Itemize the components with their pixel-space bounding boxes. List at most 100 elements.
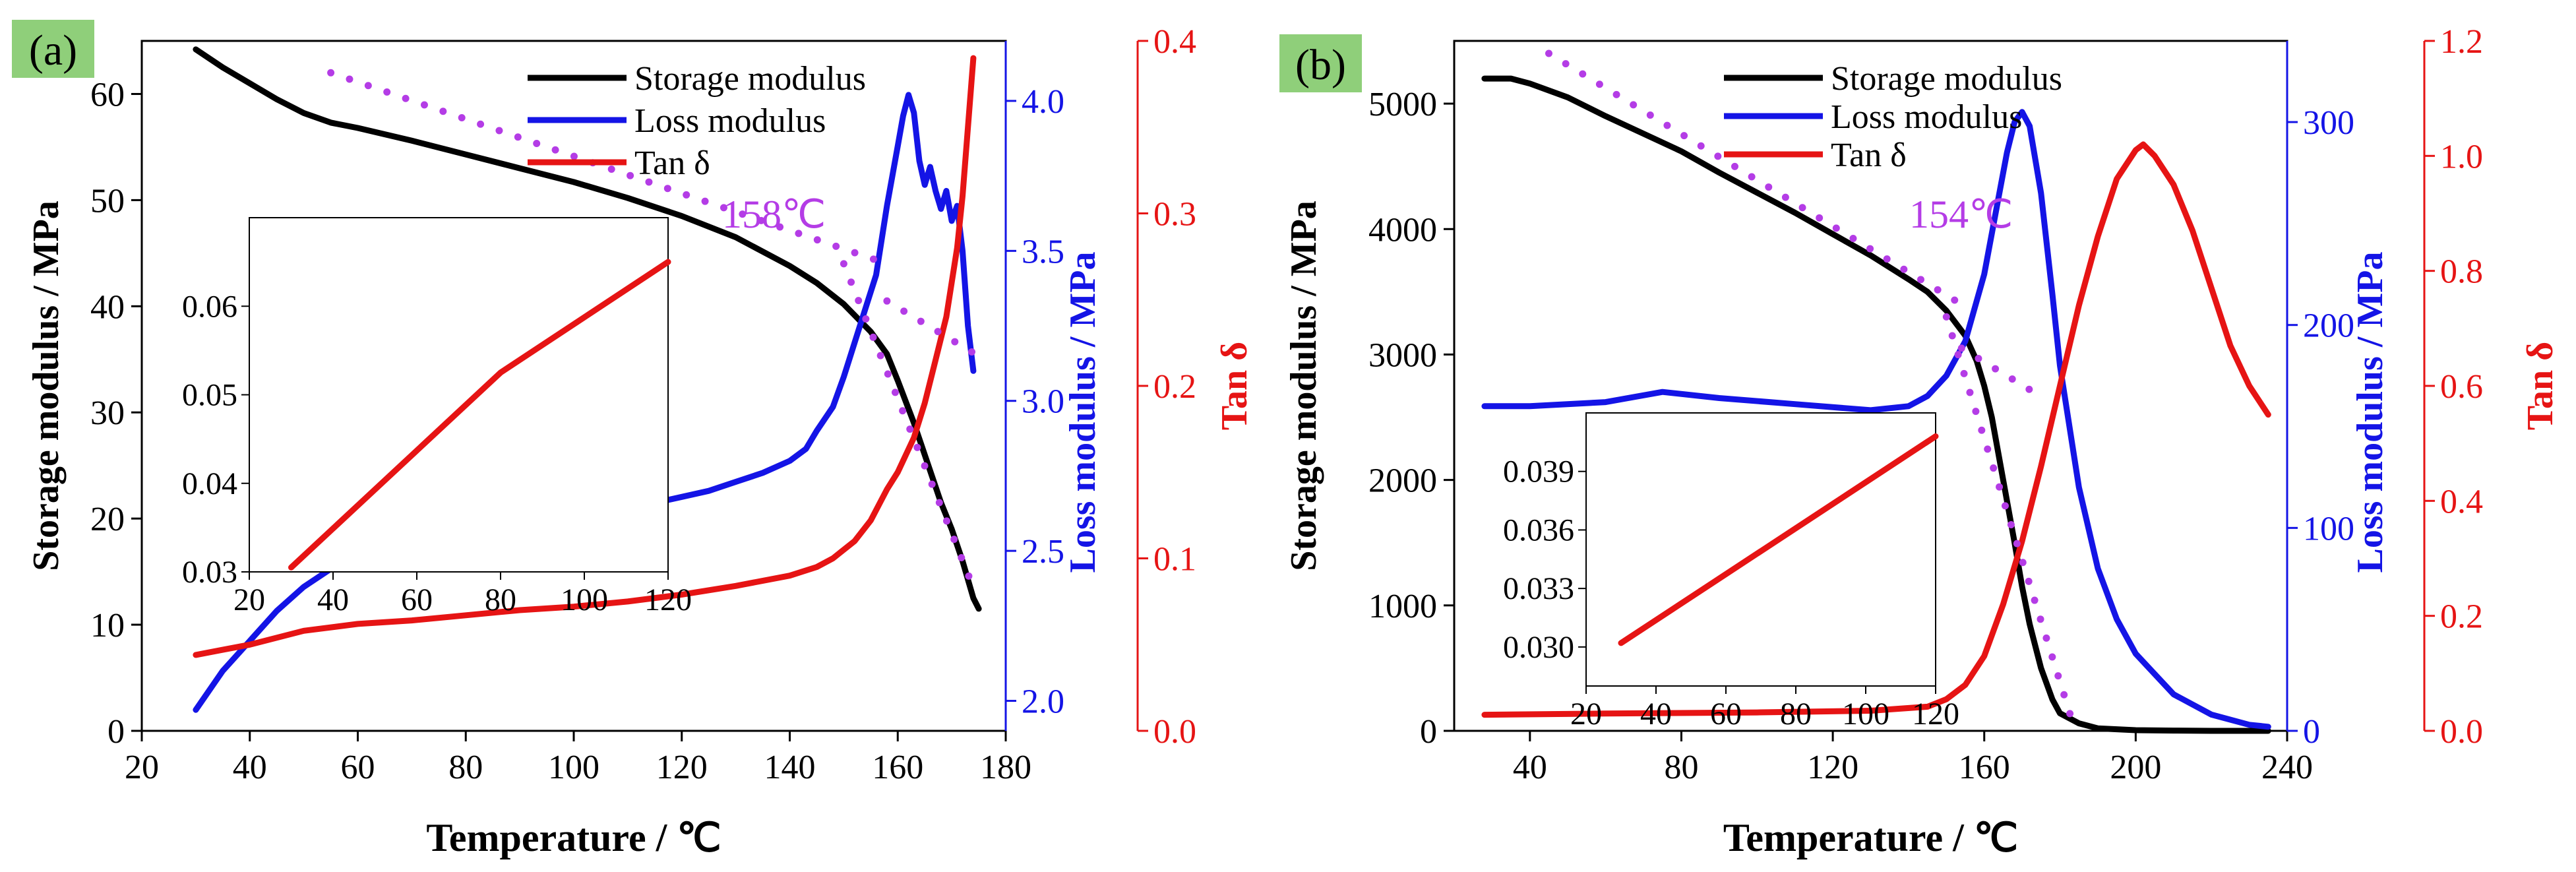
legend-entry: Storage modulus <box>1831 60 2062 98</box>
x-tick-label: 160 <box>1959 749 2010 786</box>
tan-delta-line <box>193 55 977 658</box>
y-left-tick-label: 2000 <box>1368 462 1437 500</box>
y-right1-tick-label: 300 <box>2303 104 2354 142</box>
y-right1-tick-label: 3.5 <box>1022 233 1064 270</box>
inset-x-tick-label: 40 <box>1640 697 1672 732</box>
inset-chart: 20 40 60 80 100 120 0.03 0.04 0.05 0.06 <box>182 217 692 617</box>
y-right2-tick-label: 0.8 <box>2440 253 2483 291</box>
y-right1-tick-label: 0 <box>2303 713 2320 751</box>
x-tick-label: 140 <box>764 749 816 786</box>
x-tick-label: 240 <box>2261 749 2313 786</box>
inset-x-tick-label: 100 <box>1842 697 1889 732</box>
y-right1-tick-label: 2.0 <box>1022 683 1064 721</box>
storage-modulus-line <box>1481 75 2271 734</box>
y-right2-tick-label: 0.2 <box>1153 368 1196 406</box>
y-left-tick-label: 0 <box>1420 713 1437 751</box>
x-tick-label: 80 <box>448 749 483 786</box>
panel-label-bg <box>12 20 94 78</box>
y-left-tick-label: 40 <box>90 288 125 326</box>
y-right2-tick-label: 0.3 <box>1153 196 1196 234</box>
legend-entry: Tan δ <box>1831 137 1907 174</box>
y-right2-tick-label: 0.6 <box>2440 368 2483 406</box>
legend-entry: Tan δ <box>634 144 710 182</box>
y-left-tick-label: 30 <box>90 394 125 432</box>
y-left-tick-label: 5000 <box>1368 86 1437 123</box>
x-tick-label: 80 <box>1664 749 1698 786</box>
y-left-tick-label: 3000 <box>1368 336 1437 374</box>
onset-fit-line <box>883 297 988 363</box>
y-right2-tick-label: 0.0 <box>2440 713 2483 751</box>
y-right1-axis-label: Loss modulus / MPa <box>1062 252 1103 573</box>
y-right1-tick-label: 4.0 <box>1022 83 1064 121</box>
panel-label: (a) <box>29 26 77 75</box>
inset-y-tick-label: 0.03 <box>182 555 237 590</box>
inset-x-tick-label: 80 <box>1780 697 1812 732</box>
onset-temperature-annotation: 154℃ <box>1909 193 2013 236</box>
onset-fit-line <box>327 69 891 268</box>
inset-y-tick-label: 0.030 <box>1503 630 1574 665</box>
inset-x-tick-label: 120 <box>644 582 692 617</box>
inset-x-tick-label: 80 <box>485 582 516 617</box>
y-left-tick-label: 0 <box>107 713 125 751</box>
legend-entry: Loss modulus <box>1831 98 2022 136</box>
inset-y-tick-label: 0.05 <box>182 378 237 413</box>
inset-y-tick-label: 0.036 <box>1503 513 1574 547</box>
onset-temperature-annotation: 158℃ <box>722 193 826 236</box>
storage-modulus-line <box>193 46 982 612</box>
inset-y-tick-label: 0.039 <box>1503 454 1574 489</box>
y-right1-axis-label: Loss modulus / MPa <box>2350 252 2391 573</box>
tan-delta-line <box>1481 141 2271 718</box>
y-right2-tick-label: 1.0 <box>2440 138 2483 175</box>
y-right2-tick-label: 0.1 <box>1153 541 1196 578</box>
y-left-tick-label: 10 <box>90 607 125 644</box>
y-right2-tick-label: 0.4 <box>1153 23 1196 61</box>
y-right2-tick-label: 1.2 <box>2440 23 2483 61</box>
y-right1-tick-label: 2.5 <box>1022 533 1064 571</box>
y-right1-tick-label: 200 <box>2303 307 2354 345</box>
loss-modulus-line <box>1481 109 2271 730</box>
y-right2-tick-label: 0.2 <box>2440 598 2483 636</box>
y-right2-tick-label: 0.4 <box>2440 483 2483 520</box>
x-tick-label: 120 <box>656 749 708 786</box>
y-right2-tick-label: 0.0 <box>1153 713 1196 751</box>
inset-tan-delta-line <box>288 259 671 571</box>
y-left-tick-label: 4000 <box>1368 211 1437 249</box>
y-left-axis-label: Storage modulus / MPa <box>26 201 67 571</box>
y-right1-tick-label: 100 <box>2303 510 2354 547</box>
inset-x-tick-label: 40 <box>317 582 349 617</box>
inset-chart: 20 40 60 80 100 120 0.030 0.033 0.036 0.039 <box>1503 412 1959 732</box>
x-tick-label: 40 <box>233 749 267 786</box>
x-tick-label: 60 <box>341 749 375 786</box>
inset-y-tick-label: 0.033 <box>1503 571 1574 606</box>
series-group <box>1481 49 2271 734</box>
y-left-axis-label: Storage modulus / MPa <box>1283 201 1324 571</box>
y-left-tick-label: 20 <box>90 501 125 538</box>
inset-x-tick-label: 20 <box>233 582 265 617</box>
x-tick-label: 100 <box>548 749 599 786</box>
y-left-tick-label: 60 <box>90 76 125 113</box>
inset-x-tick-label: 100 <box>561 582 608 617</box>
panel-label-bg <box>1279 34 1362 92</box>
y-right2-axis-label: Tan δ <box>2520 342 2561 430</box>
inset-x-tick-label: 20 <box>1570 697 1602 732</box>
x-axis-label: Temperature / ℃ <box>426 816 721 859</box>
panel-label: (b) <box>1295 41 1346 89</box>
y-right2-axis-label: Tan δ <box>1214 342 1255 430</box>
onset-fit-line <box>1545 49 1965 308</box>
inset-x-tick-label: 60 <box>1710 697 1742 732</box>
x-tick-label: 20 <box>125 749 159 786</box>
y-right1-tick-label: 3.0 <box>1022 383 1064 421</box>
inset-y-tick-label: 0.06 <box>182 289 237 324</box>
y-left-tick-label: 1000 <box>1368 588 1437 625</box>
inset-tan-delta-line <box>1618 433 1939 646</box>
inset-y-tick-label: 0.04 <box>182 466 237 501</box>
legend-entry: Loss modulus <box>634 102 826 140</box>
x-tick-label: 120 <box>1807 749 1858 786</box>
x-tick-label: 40 <box>1513 749 1547 786</box>
